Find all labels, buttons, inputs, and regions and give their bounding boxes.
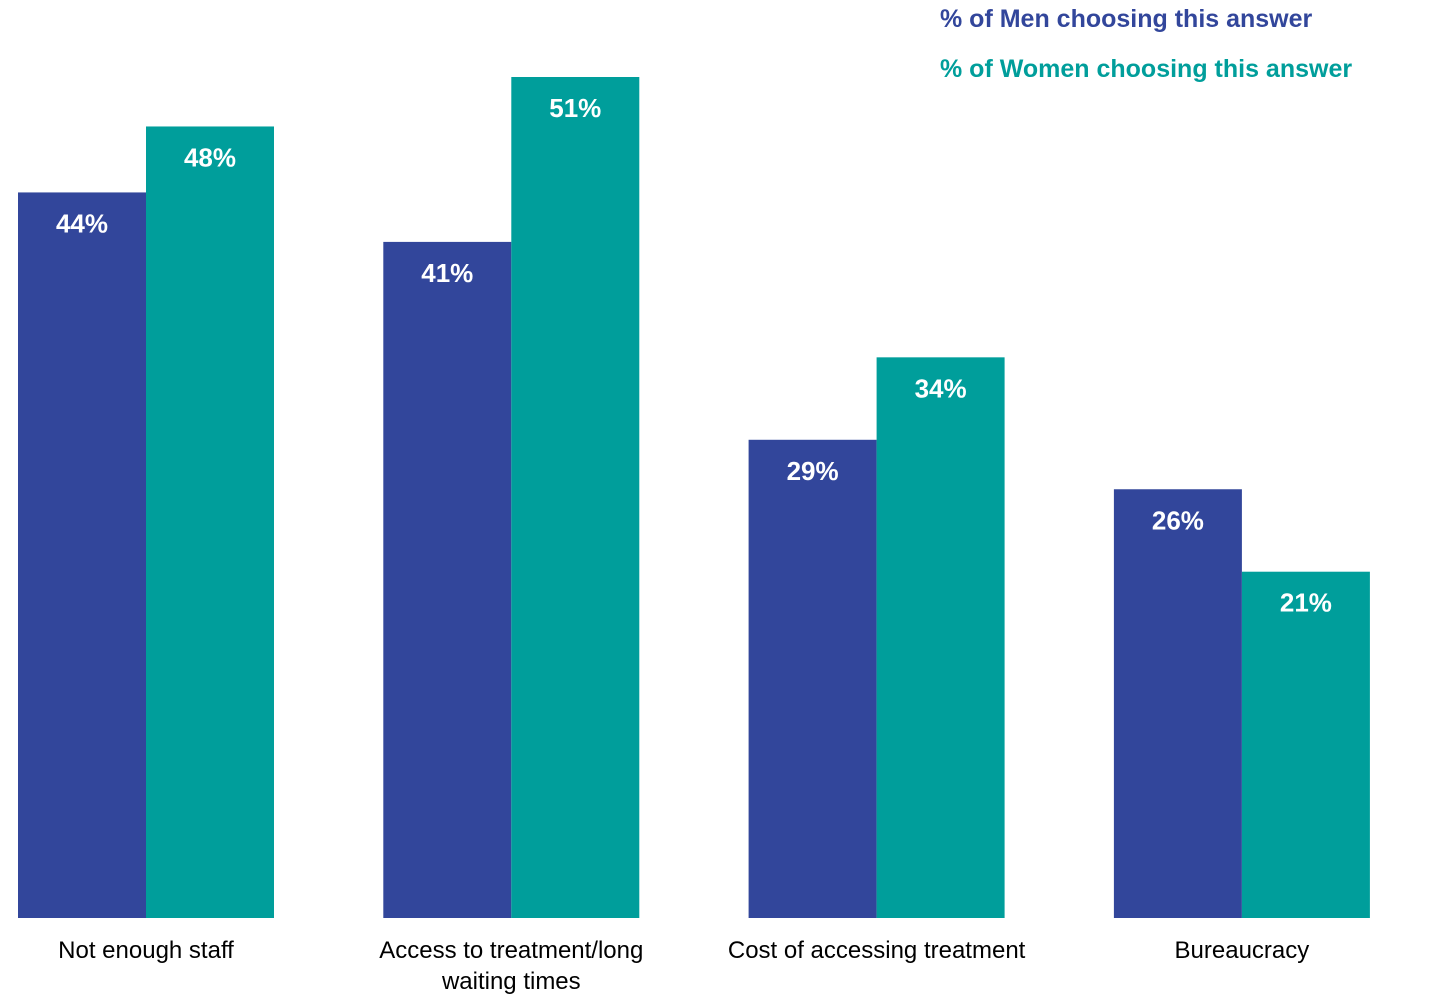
bar-label-men-0: 44% — [56, 208, 108, 238]
legend-women: % of Women choosing this answer — [940, 55, 1353, 83]
category-label-3: Bureaucracy — [1175, 937, 1310, 964]
bar-label-women-1: 51% — [549, 93, 601, 123]
bars-group — [18, 77, 1370, 919]
bar-label-women-3: 21% — [1280, 588, 1332, 618]
bar-label-men-3: 26% — [1152, 505, 1204, 535]
bar-labels-group: 44% 48% 41% 51% 29% 34% 26% 21% — [56, 93, 1332, 618]
bar-men-3 — [1113, 489, 1242, 918]
category-label-0: Not enough staff — [58, 937, 234, 964]
category-labels-group: Not enough staff Access to treatment/long… — [58, 937, 1309, 995]
bar-men-2 — [748, 439, 877, 918]
bar-label-men-2: 29% — [787, 456, 839, 486]
bar-men-0 — [18, 192, 146, 918]
category-label-2: Cost of accessing treatment — [728, 937, 1026, 964]
bar-men-1 — [383, 241, 512, 918]
bar-label-men-1: 41% — [421, 258, 473, 288]
bar-women-1 — [511, 77, 640, 918]
bar-label-women-2: 34% — [915, 373, 967, 403]
bar-women-0 — [146, 126, 274, 919]
bar-women-2 — [876, 357, 1005, 918]
legend-men: % of Men choosing this answer — [940, 5, 1313, 33]
category-label-1: Access to treatment/long waiting times — [379, 937, 643, 995]
bar-women-3 — [1241, 571, 1370, 918]
bar-label-women-0: 48% — [184, 142, 236, 172]
